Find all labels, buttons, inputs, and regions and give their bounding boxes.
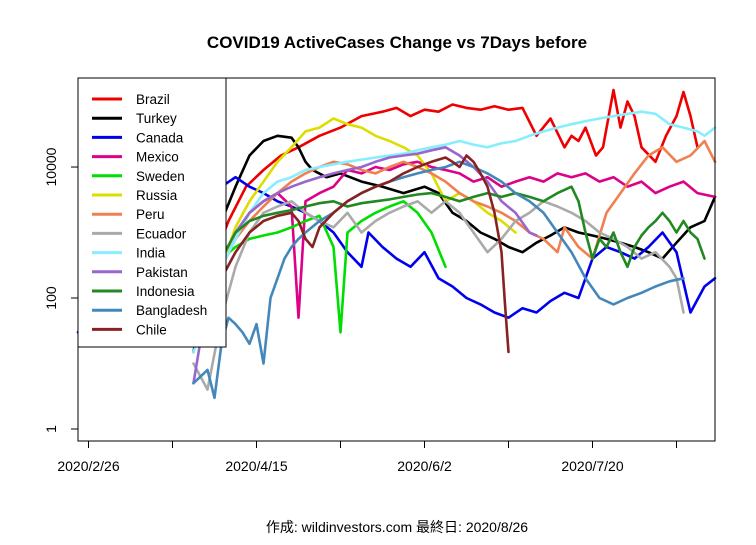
legend-label-bangladesh: Bangladesh [136,303,207,318]
x-tick-label: 2020/4/15 [225,458,287,474]
x-tick-label: 2020/7/20 [561,458,623,474]
legend-label-ecuador: Ecuador [136,226,187,241]
footer-caption: 作成: wildinvestors.com 最終日: 2020/8/26 [266,519,528,535]
series-line-pakistan [192,146,538,385]
legend-label-india: India [136,246,166,261]
series-line-mexico [192,160,717,334]
series-line-turkey [192,134,717,354]
legend-label-mexico: Mexico [136,150,179,165]
legend-label-peru: Peru [136,207,165,222]
legend-label-brazil: Brazil [136,92,170,107]
series-line-india [192,110,717,354]
legend-label-chile: Chile [136,322,167,337]
series-line-sweden [192,200,447,334]
legend-label-turkey: Turkey [136,111,177,126]
legend-box [77,77,227,348]
series-line-peru [192,139,717,346]
y-tick-label: 1 [43,425,59,433]
y-tick-label: 100 [43,286,59,310]
legend-label-sweden: Sweden [136,169,185,184]
legend: Brazil Turkey Canada Mexico Sweden Russia Peru… [77,77,227,348]
series-line-brazil [192,88,699,326]
series-line-ecuador [192,200,685,391]
legend-label-russia: Russia [136,188,178,203]
series-line-chile [192,154,510,354]
y-tick-label: 10000 [43,147,59,186]
x-tick-label: 2020/6/2 [397,458,452,474]
x-tick-label: 2020/2/26 [57,458,119,474]
legend-label-indonesia: Indonesia [136,284,195,299]
legend-label-pakistan: Pakistan [136,265,188,280]
chart-title: COVID19 ActiveCases Change vs 7Days befo… [207,33,587,52]
legend-label-canada: Canada [136,130,184,145]
